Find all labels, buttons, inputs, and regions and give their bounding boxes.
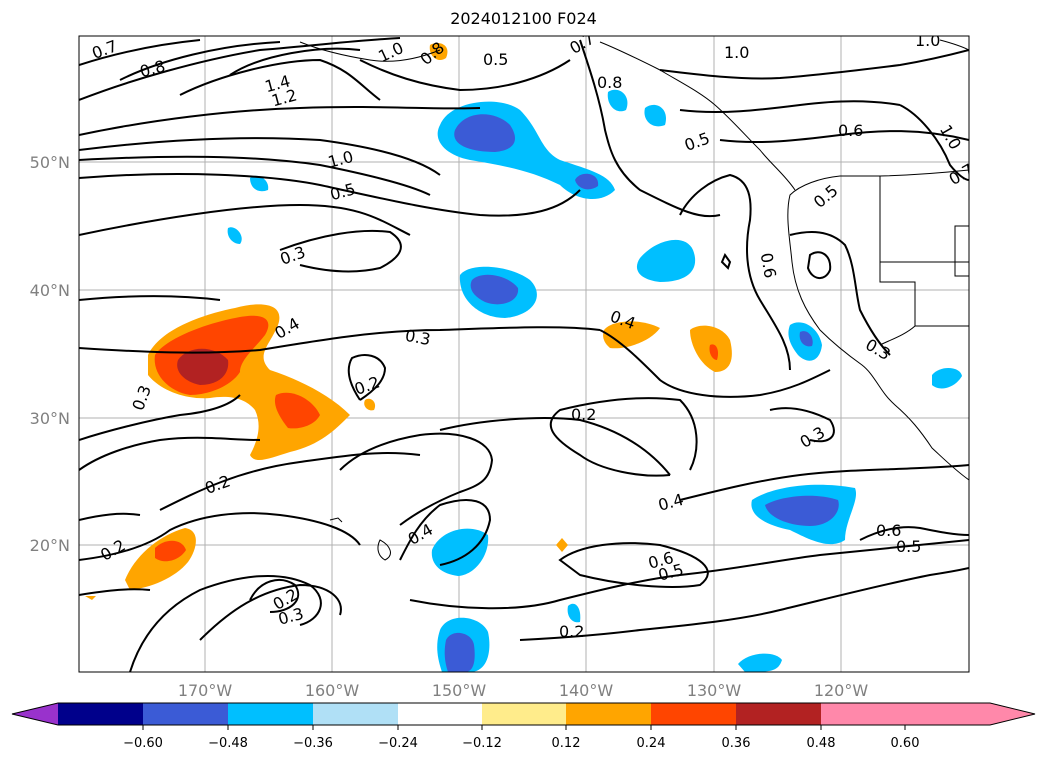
map-frame <box>78 35 970 673</box>
lon-tick-label: 120°W <box>814 681 869 700</box>
colorbar-segment <box>736 703 822 725</box>
lat-tick-label: 20°N <box>30 536 70 555</box>
colorbar-tick-label: 0.24 <box>637 736 666 751</box>
contour-label: 0.2 <box>571 405 596 424</box>
lat-tick-label: 40°N <box>30 281 70 300</box>
colorbar-tick-label: −0.36 <box>293 736 333 751</box>
colorbar-tick-label: −0.24 <box>378 736 418 751</box>
contour-label: 0.6 <box>757 251 780 279</box>
lat-tick-label: 30°N <box>30 409 70 428</box>
lat-tick-label: 50°N <box>30 153 70 172</box>
colorbar-segment <box>58 703 144 725</box>
colorbar-segment <box>651 703 737 725</box>
contour-label: 0.3 <box>404 326 432 349</box>
contour-label: 0.6 <box>838 121 863 140</box>
colorbar-tick-label: −0.12 <box>462 736 502 751</box>
colorbar-extend-right <box>904 703 1035 725</box>
latitude-axis: 50°N 40°N 30°N 20°N <box>30 153 70 555</box>
colorbar-tick-label: 0.12 <box>552 736 581 751</box>
colorbar-segment <box>228 703 314 725</box>
colorbar-segment <box>482 703 566 725</box>
contour-label: 0.8 <box>597 73 622 92</box>
colorbar-segment <box>821 703 905 725</box>
contour-label: 1.0 <box>915 31 940 50</box>
lon-tick-label: 130°W <box>687 681 742 700</box>
coastlines <box>299 39 969 561</box>
colorbar-segment <box>566 703 652 725</box>
colorbar-tick-label: −0.60 <box>123 736 163 751</box>
shaded-fields <box>85 42 962 672</box>
lon-tick-label: 150°W <box>432 681 487 700</box>
colorbar-tick-label: 0.48 <box>807 736 836 751</box>
contour-label: 1.0 <box>724 43 749 62</box>
colorbar-tick-label: 0.60 <box>891 736 920 751</box>
colorbar-segment <box>398 703 482 725</box>
contour-label: 0.2 <box>559 622 584 641</box>
colorbar-segment <box>313 703 399 725</box>
colorbar-tick-label: 0.36 <box>722 736 751 751</box>
contour-label: 0.5 <box>483 50 508 69</box>
colorbar-outline <box>11 702 1036 726</box>
map-title: 2024012100 F024 <box>450 9 597 28</box>
contour-lines <box>79 37 969 672</box>
colorbar-tick-label: −0.48 <box>208 736 248 751</box>
lon-tick-label: 170°W <box>178 681 233 700</box>
colorbar-extend-left <box>12 703 58 725</box>
colorbar-segment <box>143 703 229 725</box>
lon-tick-label: 160°W <box>305 681 360 700</box>
longitude-axis: 170°W 160°W 150°W 140°W 130°W 120°W <box>178 681 869 700</box>
contour-label: 0.5 <box>896 537 921 556</box>
lon-tick-label: 140°W <box>559 681 614 700</box>
contour-label: 0.6 <box>876 521 901 540</box>
colorbar: −0.60 −0.48 −0.36 −0.24 −0.12 0.12 0.24 … <box>11 702 1036 751</box>
